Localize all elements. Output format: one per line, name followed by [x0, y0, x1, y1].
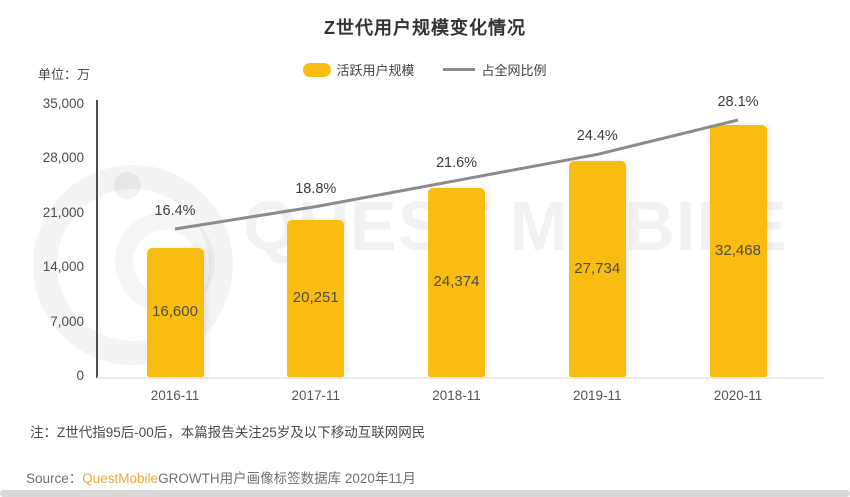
- x-axis-category-label: 2016-11: [150, 388, 200, 403]
- percent-label: 21.6%: [435, 154, 478, 171]
- x-axis-line: [97, 377, 824, 379]
- footnote: 注：Z世代指95后-00后，本篇报告关注25岁及以下移动互联网网民: [30, 425, 426, 440]
- bar-value-label: 27,734: [574, 260, 621, 278]
- bottom-divider: [0, 490, 850, 497]
- legend-line-label: 占全网比例: [481, 63, 547, 78]
- y-axis-line: [96, 100, 98, 378]
- percent-label: 16.4%: [154, 203, 196, 219]
- legend-bar-swatch-icon: [303, 62, 332, 77]
- percent-label: 28.1%: [717, 94, 759, 110]
- bar-2017-11: [287, 219, 345, 377]
- source-suffix: GROWTH用户画像标签数据库 2020年11月: [158, 471, 416, 486]
- percent-label: 24.4%: [576, 128, 618, 145]
- bar-value-label: 16,600: [152, 303, 198, 321]
- bar-value-label: 32,468: [715, 241, 761, 259]
- x-axis-category-label: 2017-11: [291, 388, 341, 403]
- source-prefix: Source：: [26, 471, 83, 486]
- y-axis-unit-label: 单位：万: [38, 67, 91, 82]
- y-axis-tick-label: 28,000: [42, 150, 84, 166]
- bar-value-label: 20,251: [292, 289, 339, 307]
- legend: 活跃用户规模 占全网比例: [0, 60, 850, 79]
- bar-2016-11: [146, 247, 204, 377]
- source-line: Source：QuestMobileGROWTH用户画像标签数据库 2020年1…: [26, 467, 416, 487]
- bar-value-label: 24,374: [433, 273, 480, 291]
- x-axis-category-label: 2018-11: [432, 388, 481, 403]
- legend-bar-label: 活跃用户规模: [336, 63, 415, 78]
- y-axis-tick-label: 14,000: [42, 259, 84, 275]
- percent-label: 18.8%: [295, 180, 337, 197]
- chart-title: Z世代用户规模变化情况: [324, 18, 526, 38]
- legend-line-swatch-icon: [442, 68, 475, 71]
- y-axis-tick-label: 35,000: [42, 96, 84, 111]
- x-axis-category-label: 2020-11: [713, 388, 763, 403]
- source-brand: QuestMobile: [82, 471, 159, 486]
- y-axis-tick-label: 0: [76, 368, 84, 383]
- x-axis-category-label: 2019-11: [572, 388, 622, 403]
- watermark-logo-dot-icon: [114, 172, 141, 199]
- y-axis-tick-label: 21,000: [42, 204, 84, 220]
- y-axis-tick-label: 7,000: [50, 313, 84, 329]
